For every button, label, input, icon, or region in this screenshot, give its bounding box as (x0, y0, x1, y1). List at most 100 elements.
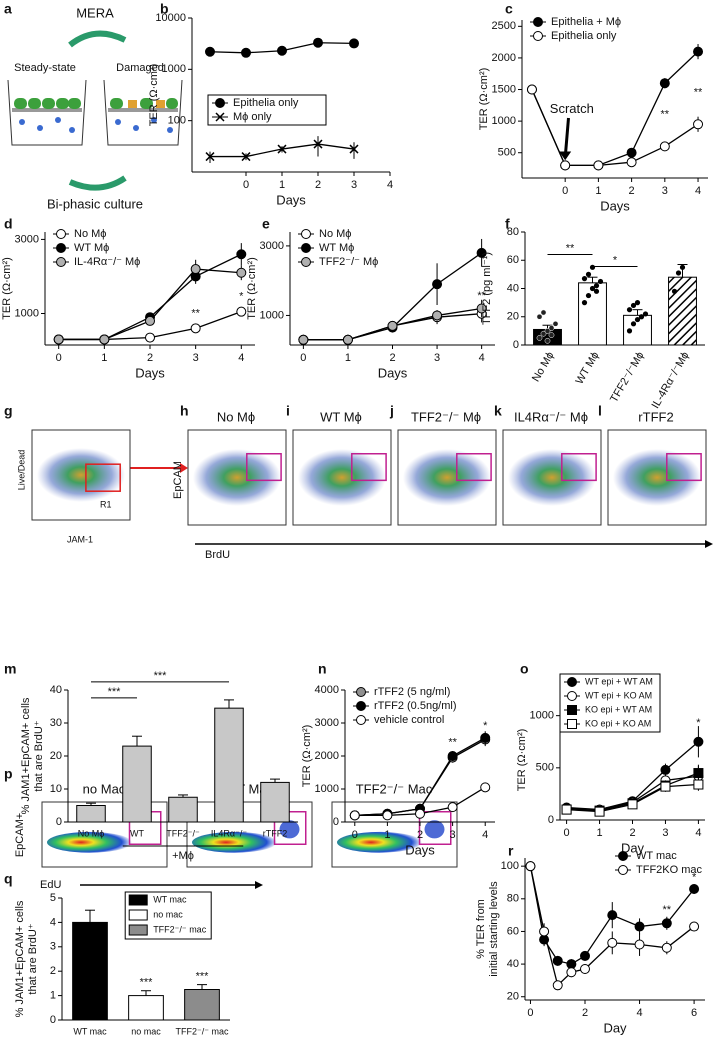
legend-label: WT epi + WT AM (585, 676, 653, 686)
x-tick-label: 3 (351, 179, 357, 191)
y-tick-label: 0 (50, 1014, 56, 1026)
significance: *** (140, 977, 154, 989)
data-point (552, 980, 563, 991)
legend-label: KO epi + KO AM (585, 718, 651, 728)
x-tick-label: no mac (131, 1026, 161, 1036)
data-point (661, 918, 672, 929)
x-tick-label: 4 (695, 185, 701, 197)
panel-label: g (4, 403, 13, 419)
data-dot (671, 288, 678, 294)
y-tick-label: 2 (50, 965, 56, 977)
data-point (432, 279, 443, 290)
data-point (634, 921, 645, 932)
data-point (693, 779, 704, 790)
x-tick-label: 0 (527, 1007, 533, 1019)
x-tick-label: TFF2⁻/⁻Mϕ (608, 350, 647, 405)
data-point (432, 310, 443, 321)
panel-label: p (4, 766, 13, 782)
flow-plot-title: IL4Rα⁻/⁻ Mϕ (514, 409, 588, 424)
y-axis-label: TER (Ω·cm²) (246, 257, 258, 320)
data-dot (536, 313, 543, 320)
panel-label: l (598, 403, 602, 419)
x-tick-label: 2 (582, 1007, 588, 1019)
legend-marker (215, 98, 225, 108)
data-point (145, 315, 155, 326)
y-tick-label: 20 (507, 311, 519, 323)
legend-marker (567, 705, 577, 715)
data-dot (630, 302, 637, 309)
legend-label: No Mϕ (74, 228, 106, 240)
y-tick-label: 5 (50, 892, 56, 904)
data-point (298, 334, 309, 345)
y-tick-label: 3 (50, 941, 56, 953)
annotation: * (692, 871, 697, 883)
legend-marker (56, 257, 66, 267)
data-point (594, 806, 605, 817)
x-tick-label: WT (130, 828, 144, 838)
panel-label: j (389, 403, 394, 419)
panel-label: h (180, 403, 189, 419)
bar (76, 805, 106, 823)
gate (418, 811, 452, 845)
y-tick-label: 2500 (492, 20, 516, 32)
data-point (627, 799, 638, 810)
legend-frame (207, 94, 327, 126)
x-tick-label: 3 (450, 829, 456, 841)
data-point (387, 320, 398, 331)
data-dot (544, 337, 551, 344)
x-tick-label: 3 (662, 185, 668, 197)
legend-marker (533, 31, 543, 41)
gate-arrow-head (180, 463, 188, 473)
legend-label: KO epi + WT AM (585, 704, 652, 714)
annotation: * (696, 717, 701, 729)
bar (184, 989, 220, 1021)
legend-marker (356, 701, 366, 711)
annotation: ** (191, 307, 200, 319)
y-axis-label: TER (Ω·cm²) (1, 257, 13, 320)
legend-marker (301, 243, 311, 253)
x-tick-label: No Mϕ (530, 350, 557, 384)
data-dot (540, 309, 547, 316)
data-dot (593, 283, 600, 289)
x-tick-label: 2 (629, 185, 635, 197)
legend-marker (567, 677, 577, 687)
y-tick-label: 4 (50, 916, 56, 928)
bar (578, 282, 607, 346)
y-axis-label: % JAM1+EpCAM+ cellsthat are BrdU⁺ (20, 697, 45, 814)
data-point (580, 950, 590, 961)
y-tick-label: 4000 (315, 684, 339, 696)
x-tick-label: IL4Rα⁻/⁻ (211, 828, 247, 838)
legend-label: TFF2⁻/⁻ mac (153, 924, 207, 934)
data-point (552, 955, 563, 966)
gate (666, 453, 702, 482)
data-dot (548, 332, 555, 338)
bar (214, 707, 244, 823)
data-point (659, 141, 670, 152)
data-dot (589, 264, 596, 270)
data-point (236, 306, 247, 317)
x-tick-label: 0 (352, 829, 358, 841)
bar (122, 745, 152, 823)
bar (668, 276, 697, 346)
data-point (277, 144, 287, 154)
data-point (660, 764, 671, 775)
legend-marker (567, 691, 577, 701)
flow-y-label: EpCAM+ (14, 813, 26, 857)
data-point (693, 46, 704, 57)
data-point (447, 802, 458, 813)
y-tick-label: 3000 (15, 233, 39, 245)
data-point (560, 160, 571, 171)
legend-label: Epithelia only (233, 97, 299, 109)
data-point (190, 264, 201, 275)
x-tick-label: 0 (562, 185, 568, 197)
y-tick-label: 60 (507, 925, 519, 937)
axis-arrow-head (255, 881, 263, 889)
data-point (693, 736, 704, 747)
well (7, 79, 87, 146)
legend-swatch (128, 924, 148, 936)
series-line (531, 89, 699, 167)
y-tick-label: 3000 (260, 240, 284, 252)
y-tick-label: 100 (168, 115, 186, 127)
y-tick-label: 0 (548, 814, 554, 826)
panel-label: k (494, 403, 502, 419)
